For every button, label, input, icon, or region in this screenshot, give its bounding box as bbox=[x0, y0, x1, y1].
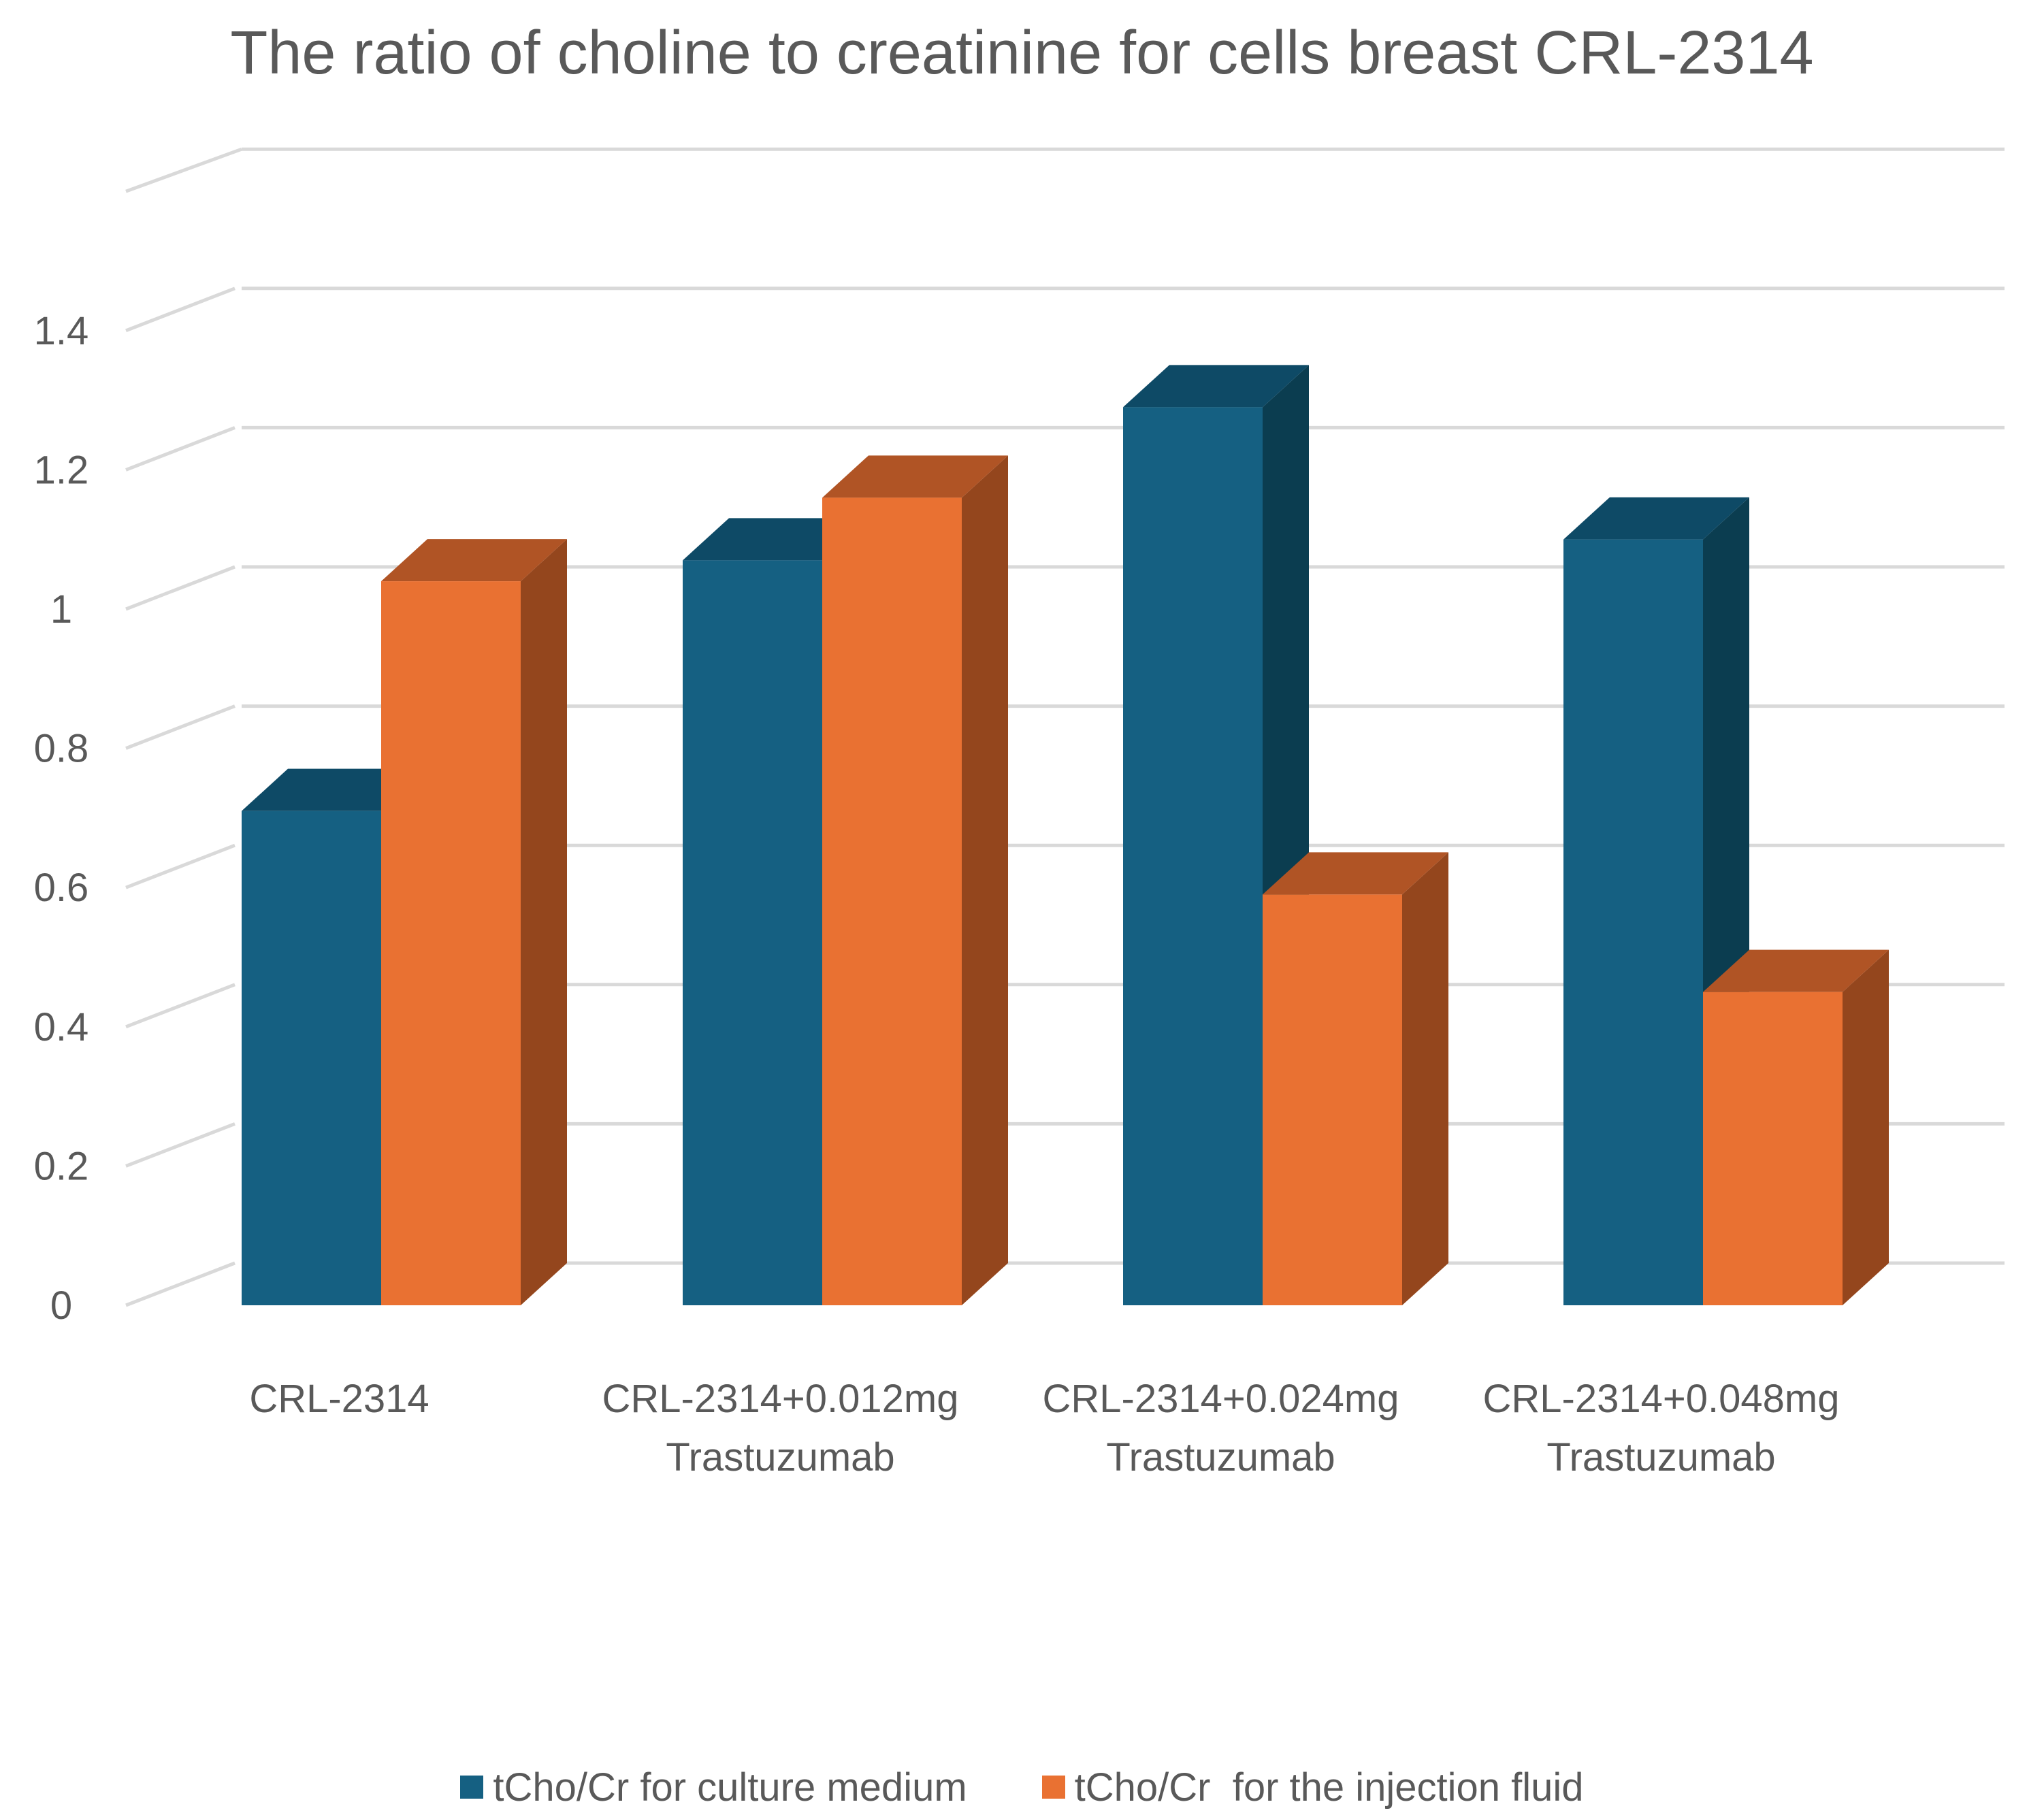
bar-1-3[interactable] bbox=[1703, 949, 1889, 1305]
bar-0-0-top bbox=[242, 768, 427, 811]
bar-1-0-front bbox=[381, 581, 521, 1305]
y-tick-label: 1 bbox=[50, 587, 72, 632]
x-tick-label: Trastuzumab bbox=[1106, 1435, 1335, 1479]
legend-label-culture-medium: tCho/Cr for culture medium bbox=[493, 1765, 967, 1810]
x-tick-label: Trastuzumab bbox=[666, 1435, 894, 1479]
y-tick-label: 0.2 bbox=[34, 1144, 89, 1188]
x-tick-label: CRL-2314+0.012mg bbox=[602, 1377, 959, 1421]
x-axis-labels: CRL-2314 CRL-2314+0.012mg Trastuzumab CRL-2… bbox=[249, 1377, 1839, 1479]
gridline-diagonal bbox=[125, 704, 236, 750]
bar-1-3-side bbox=[1843, 949, 1889, 1305]
gridline-diagonal bbox=[125, 426, 236, 472]
bar-1-1-side bbox=[962, 455, 1008, 1305]
bar-0-2-front bbox=[1123, 407, 1263, 1305]
legend-swatch-injection-fluid bbox=[1041, 1776, 1065, 1799]
bar-1-1-front bbox=[822, 497, 962, 1305]
x-tick-label: CRL-2314+0.024mg bbox=[1043, 1377, 1399, 1421]
y-tick-label: 1.4 bbox=[34, 309, 89, 353]
bar-1-3-top bbox=[1703, 949, 1889, 992]
bar-0-0-front bbox=[242, 811, 381, 1305]
x-tick-label: CRL-2314 bbox=[249, 1377, 429, 1421]
y-tick-label: 0.6 bbox=[34, 866, 89, 910]
bar-1-2-top bbox=[1263, 852, 1448, 895]
bar-0-1-front bbox=[683, 560, 822, 1305]
bar-1-3-front bbox=[1703, 992, 1843, 1305]
legend-item-injection-fluid[interactable]: tCho/Cr for the injection fluid bbox=[1041, 1760, 1584, 1814]
gridline-diagonal bbox=[125, 983, 236, 1029]
gridline-diagonal bbox=[125, 843, 236, 889]
bar-1-0[interactable] bbox=[381, 539, 567, 1305]
y-tick-label: 1.2 bbox=[34, 448, 89, 492]
gridline-diagonal bbox=[125, 147, 242, 193]
bar-1-0-side bbox=[521, 539, 567, 1305]
gridline-diagonal bbox=[125, 1122, 236, 1168]
bar-1-1[interactable] bbox=[822, 455, 1008, 1305]
legend: tCho/Cr for culture medium tCho/Cr for t… bbox=[0, 1760, 2044, 1814]
bar-1-0-top bbox=[381, 539, 567, 582]
gridline-diagonal bbox=[125, 1261, 236, 1307]
bar-1-2-side bbox=[1402, 852, 1448, 1305]
y-tick-label: 0.4 bbox=[34, 1005, 89, 1049]
gridline-diagonal bbox=[125, 565, 236, 611]
x-tick-label: CRL-2314+0.048mg bbox=[1483, 1377, 1840, 1421]
gridline-diagonal bbox=[125, 287, 236, 333]
y-axis-ticks: 0 0.2 0.4 0.6 0.8 1 1.2 1.4 bbox=[34, 309, 89, 1328]
bar-0-2[interactable] bbox=[1123, 365, 1309, 1305]
bar-1-1-top bbox=[822, 455, 1008, 498]
legend-item-culture-medium[interactable]: tCho/Cr for culture medium bbox=[460, 1760, 967, 1814]
bars bbox=[242, 365, 1889, 1306]
bar-1-2[interactable] bbox=[1263, 852, 1448, 1305]
bar-1-2-front bbox=[1263, 894, 1402, 1305]
bar-0-2-top bbox=[1123, 365, 1309, 408]
legend-swatch-culture-medium bbox=[460, 1776, 484, 1799]
y-tick-label: 0.8 bbox=[34, 727, 89, 771]
bar-0-1-top bbox=[683, 518, 869, 561]
bar-0-3-top bbox=[1563, 497, 1749, 540]
legend-label-injection-fluid: tCho/Cr for the injection fluid bbox=[1074, 1765, 1584, 1810]
bar-0-3-front bbox=[1563, 539, 1703, 1306]
x-tick-label: Trastuzumab bbox=[1546, 1435, 1775, 1479]
y-tick-label: 0 bbox=[50, 1283, 72, 1328]
chart-title: The ratio of choline to creatinine for c… bbox=[230, 19, 1814, 87]
